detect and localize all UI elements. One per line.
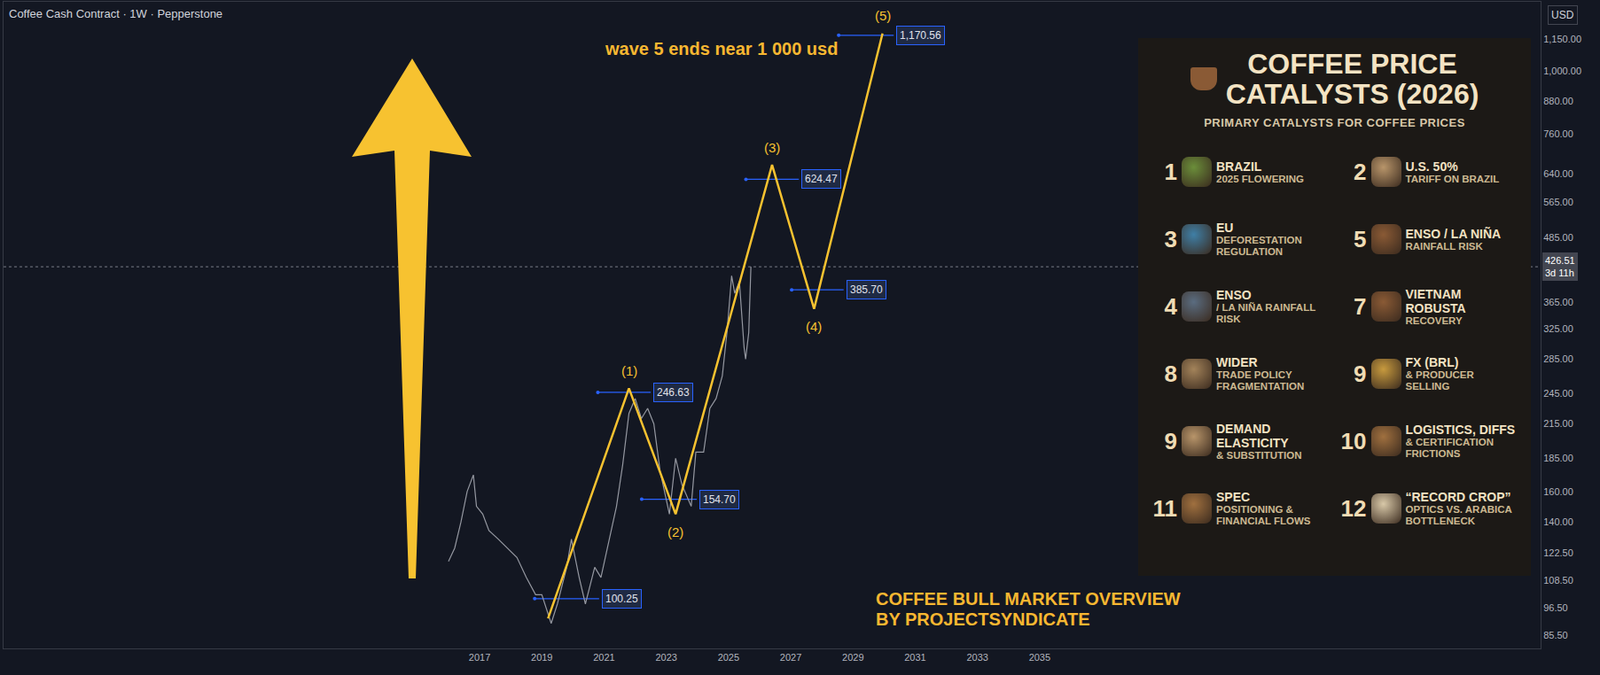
- svg-text:2029: 2029: [842, 652, 864, 664]
- svg-text:2023: 2023: [655, 652, 677, 664]
- svg-text:154.70: 154.70: [702, 493, 736, 507]
- svg-text:2021: 2021: [593, 652, 615, 664]
- html-text:WIDER: WIDER: [1216, 355, 1258, 370]
- svg-text:wave 5 ends near 1 000 usd: wave 5 ends near 1 000 usd: [604, 39, 838, 59]
- svg-text:160.00: 160.00: [1543, 486, 1574, 498]
- html-text:TARIFF ON BRAZIL: TARIFF ON BRAZIL: [1405, 173, 1500, 184]
- svg-text:(5): (5): [874, 7, 891, 24]
- html-text:11: 11: [1152, 495, 1178, 522]
- html-text:1: 1: [1164, 158, 1178, 185]
- svg-text:100.25: 100.25: [605, 593, 639, 606]
- html-text:DEFORESTATION REGULATION: DEFORESTATION REGULATION: [1216, 234, 1302, 258]
- html-text:& SUBSTITUTION: & SUBSTITUTION: [1216, 449, 1302, 461]
- html-text:& CERTIFICATION FRICTIONS: & CERTIFICATION FRICTIONS: [1405, 437, 1494, 460]
- svg-text:385.70: 385.70: [850, 283, 883, 297]
- svg-text:426.513d 11h: 426.513d 11h: [1545, 255, 1576, 279]
- html-text:8: 8: [1164, 360, 1178, 387]
- html-text:& PRODUCER SELLING: & PRODUCER SELLING: [1405, 369, 1474, 392]
- svg-text:2033: 2033: [966, 652, 988, 664]
- svg-text:880.00: 880.00: [1543, 95, 1574, 107]
- html-text:FX (BRL): FX (BRL): [1405, 355, 1459, 370]
- html-text:LOGISTICS, DIFFS: LOGISTICS, DIFFS: [1405, 422, 1516, 438]
- svg-text:(3): (3): [764, 140, 781, 156]
- html-text:VIETNAM ROBUSTA: VIETNAM ROBUSTA: [1405, 286, 1466, 316]
- svg-text:640.00: 640.00: [1543, 168, 1574, 180]
- html-text:10: 10: [1340, 427, 1367, 455]
- svg-text:1,150.00: 1,150.00: [1543, 33, 1582, 45]
- svg-text:COFFEE BULL MARKET OVERVIEW: COFFEE BULL MARKET OVERVIEW: [875, 589, 1181, 609]
- html-text:TRADE POLICY FRAGMENTATION: TRADE POLICY FRAGMENTATION: [1216, 369, 1305, 392]
- svg-text:(4): (4): [805, 319, 822, 335]
- svg-text:1,000.00: 1,000.00: [1543, 65, 1582, 77]
- svg-text:96.50: 96.50: [1543, 602, 1569, 614]
- svg-text:2031: 2031: [904, 652, 926, 664]
- svg-text:140.00: 140.00: [1543, 516, 1574, 528]
- html-text:9: 9: [1164, 427, 1178, 455]
- html-text:“RECORD CROP”: “RECORD CROP”: [1405, 490, 1511, 505]
- svg-text:365.00: 365.00: [1543, 296, 1574, 308]
- html-text:RECOVERY: RECOVERY: [1405, 315, 1463, 326]
- svg-text:BY PROJECTSYNDICATE: BY PROJECTSYNDICATE: [875, 609, 1091, 630]
- svg-text:85.50: 85.50: [1543, 630, 1569, 641]
- svg-text:325.00: 325.00: [1543, 323, 1574, 335]
- svg-text:USD: USD: [1551, 8, 1575, 22]
- html-text:5: 5: [1353, 225, 1367, 253]
- html-text:U.S. 50%: U.S. 50%: [1405, 159, 1458, 174]
- html-text:2: 2: [1353, 158, 1367, 185]
- html-text:DEMAND ELASTICITY: DEMAND ELASTICITY: [1216, 421, 1289, 450]
- svg-text:2025: 2025: [718, 652, 740, 664]
- html-text:RAINFALL RISK: RAINFALL RISK: [1405, 240, 1483, 252]
- html-text:/ LA NIÑA RAINFALL RISK: / LA NIÑA RAINFALL RISK: [1216, 302, 1316, 325]
- html-text:ENSO: ENSO: [1216, 288, 1252, 303]
- html-text:POSITIONING & FINANCIAL FLOWS: POSITIONING & FINANCIAL FLOWS: [1216, 504, 1311, 527]
- svg-text:760.00: 760.00: [1543, 128, 1574, 140]
- svg-text:122.50: 122.50: [1543, 547, 1574, 559]
- svg-text:2027: 2027: [780, 652, 802, 664]
- html-text:BRAZIL: BRAZIL: [1216, 159, 1262, 174]
- svg-text:285.00: 285.00: [1543, 353, 1574, 365]
- svg-text:565.00: 565.00: [1543, 196, 1574, 208]
- svg-text:Coffee Cash Contract · 1W · Pe: Coffee Cash Contract · 1W · Pepperstone: [8, 7, 223, 21]
- html-text:CATALYSTS (2026): CATALYSTS (2026): [1225, 78, 1479, 110]
- svg-text:(2): (2): [667, 524, 684, 540]
- html-text:12: 12: [1340, 495, 1367, 522]
- html-text:2025 FLOWERING: 2025 FLOWERING: [1216, 173, 1305, 184]
- html-text:ENSO / LA NIÑA: ENSO / LA NIÑA: [1405, 226, 1501, 241]
- svg-text:1,170.56: 1,170.56: [899, 29, 942, 42]
- svg-text:215.00: 215.00: [1543, 418, 1574, 430]
- html-text:OPTICS VS. ARABICA BOTTLENECK: OPTICS VS. ARABICA BOTTLENECK: [1405, 504, 1512, 527]
- svg-text:108.50: 108.50: [1543, 575, 1574, 586]
- svg-text:185.00: 185.00: [1543, 452, 1574, 464]
- html-text:COFFEE PRICE: COFFEE PRICE: [1247, 47, 1458, 80]
- svg-text:624.47: 624.47: [804, 172, 838, 186]
- html-text:4: 4: [1164, 292, 1178, 320]
- svg-text:245.00: 245.00: [1543, 388, 1574, 399]
- html-text:SPEC: SPEC: [1216, 490, 1250, 505]
- html-text:EU: EU: [1216, 220, 1234, 235]
- svg-text:2017: 2017: [468, 652, 491, 664]
- html-text:9: 9: [1353, 360, 1367, 387]
- html-text:3: 3: [1164, 225, 1178, 253]
- svg-text:246.63: 246.63: [656, 386, 690, 399]
- svg-text:485.00: 485.00: [1543, 232, 1574, 243]
- html-text:PRIMARY CATALYSTS FOR COFFEE P: PRIMARY CATALYSTS FOR COFFEE PRICES: [1203, 116, 1466, 130]
- svg-text:(1): (1): [621, 363, 638, 379]
- svg-text:2035: 2035: [1029, 652, 1051, 664]
- html-text:7: 7: [1353, 292, 1367, 320]
- svg-text:2019: 2019: [530, 652, 553, 664]
